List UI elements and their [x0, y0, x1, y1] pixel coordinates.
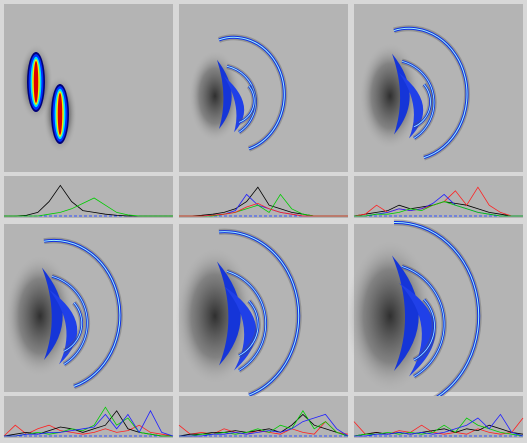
series-line: [354, 413, 524, 437]
wave-core: [51, 275, 88, 365]
wave-core: [218, 36, 285, 150]
halo: [4, 254, 76, 378]
wave-core: [226, 65, 257, 133]
halo: [346, 239, 434, 393]
wave-core: [43, 239, 121, 387]
series-line: [179, 202, 348, 217]
wave-core: [238, 85, 255, 123]
crescent: [217, 261, 241, 366]
crescent: [217, 59, 232, 130]
panel-plot: [354, 176, 523, 218]
wave-core: [63, 302, 83, 352]
series-line: [354, 201, 523, 217]
wave-core: [218, 231, 300, 396]
wave-core: [393, 221, 480, 405]
halo: [175, 246, 255, 386]
series-line: [179, 413, 349, 437]
blob-layer: [57, 93, 63, 135]
panel-plot: [4, 176, 173, 218]
series-line: [353, 417, 524, 437]
wave-core: [413, 84, 431, 128]
crescent: [392, 255, 419, 371]
wave-core: [401, 266, 445, 377]
crescent: [392, 53, 410, 135]
panel-plot: [179, 176, 348, 218]
series-line: [179, 410, 349, 437]
crescent: [224, 76, 245, 133]
series-line: [178, 413, 349, 437]
wave-core: [226, 271, 267, 371]
series-line: [4, 197, 173, 217]
crescent: [42, 267, 63, 360]
wave-core: [238, 300, 259, 356]
wave-core: [393, 27, 468, 159]
series-line: [4, 409, 174, 437]
crescent: [399, 283, 436, 377]
blob-layer: [33, 61, 39, 103]
series-line: [3, 424, 174, 437]
crescent: [399, 72, 424, 139]
halo: [359, 42, 421, 150]
crescent: [49, 289, 78, 365]
wave-core: [401, 60, 435, 139]
halo: [188, 49, 242, 143]
wave-core: [413, 299, 435, 361]
